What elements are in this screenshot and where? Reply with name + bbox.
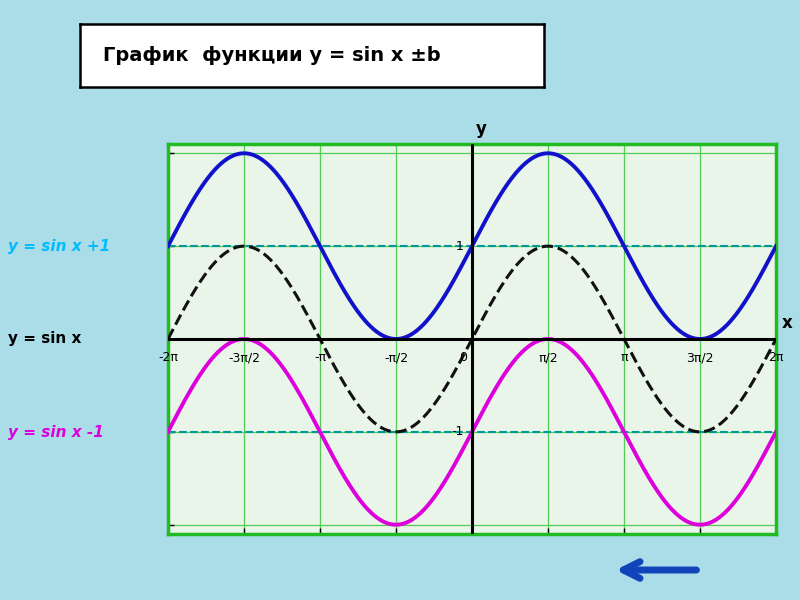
Text: -2π: -2π [158,351,178,364]
Text: 2π: 2π [768,351,784,364]
Text: 3π/2: 3π/2 [686,351,714,364]
Text: -1: -1 [451,425,463,439]
Text: y = sin x: y = sin x [8,331,82,346]
Text: π/2: π/2 [538,351,558,364]
Text: -π/2: -π/2 [384,351,408,364]
Text: 0: 0 [459,351,467,364]
Text: 1: 1 [455,239,463,253]
Text: y: y [476,121,486,139]
Text: -3π/2: -3π/2 [228,351,260,364]
Text: График  функции y = sin x ±b: График функции y = sin x ±b [103,46,441,65]
Text: y = sin x +1: y = sin x +1 [8,238,110,253]
Text: -π: -π [314,351,326,364]
Text: y = sin x -1: y = sin x -1 [8,424,104,439]
Text: x: x [782,314,793,332]
Text: π: π [620,351,628,364]
